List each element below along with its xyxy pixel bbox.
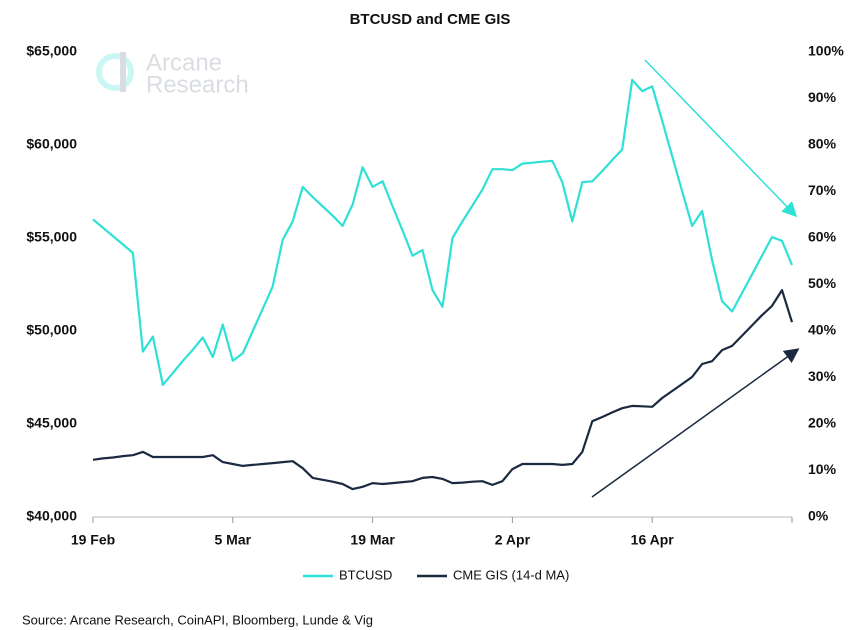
y-tick-label: $55,000 [26, 229, 77, 245]
y2-tick-label: 60% [808, 229, 837, 245]
logo-text: Arcane [146, 49, 222, 76]
source-note: Source: Arcane Research, CoinAPI, Bloomb… [22, 612, 373, 627]
logo-icon [96, 53, 134, 91]
y2-tick-label: 90% [808, 89, 837, 105]
y2-tick-label: 10% [808, 461, 837, 477]
x-tick-label: 19 Mar [350, 532, 395, 548]
x-tick-label: 19 Feb [71, 532, 115, 548]
series-line [92, 289, 794, 491]
y2-tick-label: 70% [808, 182, 837, 198]
logo: Arcane Research [96, 49, 249, 98]
chart-title: BTCUSD and CME GIS [350, 11, 511, 28]
y-tick-label: $60,000 [26, 136, 77, 152]
legend-label: BTCUSD [339, 567, 392, 582]
y2-tick-label: 30% [808, 368, 837, 384]
logo-text: Research [146, 71, 249, 98]
y-tick-label: $45,000 [26, 415, 77, 431]
y2-tick-label: 40% [808, 322, 837, 338]
y2-tick-label: 80% [808, 136, 837, 152]
y2-tick-label: 20% [808, 415, 837, 431]
x-tick-label: 16 Apr [631, 532, 675, 548]
series-line [92, 78, 794, 386]
y-tick-label: $40,000 [26, 508, 77, 524]
annotation-arrow [591, 348, 800, 498]
y2-tick-label: 50% [808, 275, 837, 291]
x-tick-label: 5 Mar [215, 532, 252, 548]
y-tick-label: $50,000 [26, 322, 77, 338]
y2-tick-label: 0% [808, 508, 829, 524]
legend-label: CME GIS (14-d MA) [453, 567, 569, 582]
y-tick-label: $65,000 [26, 43, 77, 59]
x-tick-label: 2 Apr [495, 532, 531, 548]
y2-tick-label: 100% [808, 43, 844, 59]
annotation-arrow [644, 59, 798, 218]
logo-icon [120, 52, 126, 92]
